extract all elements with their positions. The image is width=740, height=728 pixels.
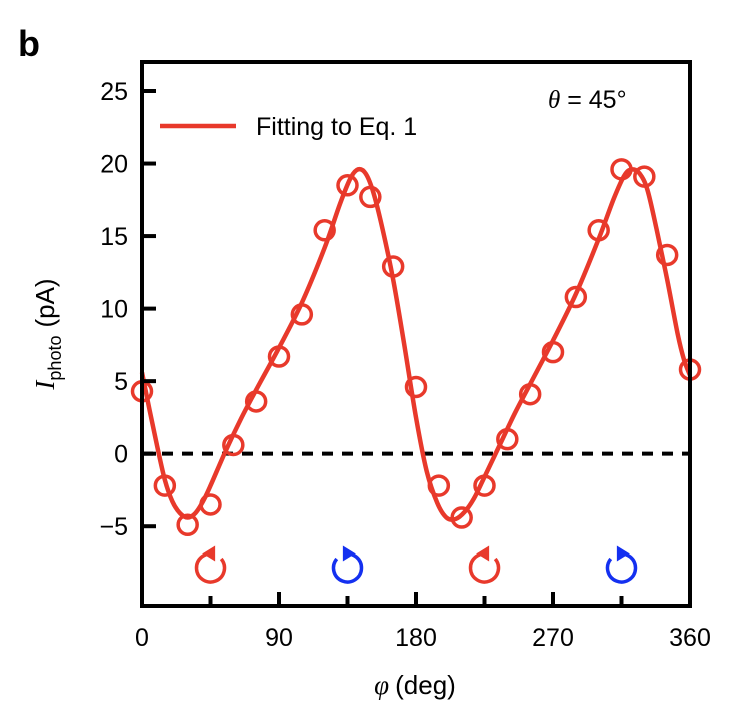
data-point <box>404 375 428 399</box>
data-point <box>199 493 222 516</box>
panel-label: b <box>18 23 40 64</box>
data-point <box>267 345 291 368</box>
legend-label: Fitting to Eq. 1 <box>256 113 417 141</box>
y-tick-label: 5 <box>114 368 128 396</box>
y-tick-label: 20 <box>100 151 128 179</box>
x-tick-label: 360 <box>669 624 711 652</box>
x-tick-label: 180 <box>395 624 437 652</box>
data-point <box>633 165 656 188</box>
fit-curve <box>139 166 693 522</box>
data-point <box>655 243 679 267</box>
data-point <box>222 433 245 457</box>
annotation-text: = 45° <box>560 86 626 114</box>
y-tick-label: 15 <box>100 223 128 251</box>
x-axis-title: φ (deg) <box>374 670 456 700</box>
x-tick-label: 270 <box>532 624 574 652</box>
data-point <box>153 474 177 497</box>
data-point <box>176 513 199 537</box>
y-axis-title: Iphoto (pA) <box>30 278 65 390</box>
data-point <box>587 219 610 242</box>
data-point <box>518 382 542 406</box>
data-point <box>496 427 519 451</box>
y-tick-label: 0 <box>114 441 128 469</box>
legend: Fitting to Eq. 1 <box>160 113 417 141</box>
y-tick-label: 25 <box>100 78 128 106</box>
data-point <box>359 185 382 209</box>
counterclockwise-arrow-icon <box>468 545 501 584</box>
plot-frame <box>140 60 692 608</box>
data-point <box>427 474 451 497</box>
angle-annotation: θ = 45° <box>548 86 627 114</box>
annotation-symbol: θ <box>548 87 560 114</box>
x-tick-label: 0 <box>135 624 149 652</box>
data-point <box>313 219 336 242</box>
x-axis-symbol: φ <box>374 670 389 700</box>
x-tick-label: 90 <box>265 624 293 652</box>
y-axis-unit: (pA) <box>30 278 60 327</box>
data-point <box>473 474 496 497</box>
data-point <box>450 506 473 529</box>
clockwise-arrow-icon <box>605 545 638 584</box>
data-point <box>244 390 268 413</box>
data-point <box>564 285 588 309</box>
counterclockwise-arrow-icon <box>194 545 227 584</box>
data-point <box>610 158 633 181</box>
y-tick-label: −5 <box>99 513 128 541</box>
data-point <box>290 303 314 326</box>
data-point <box>381 255 405 278</box>
data-point <box>541 340 565 364</box>
y-axis-subscript: photo <box>45 336 65 381</box>
y-tick-label: 10 <box>100 296 128 324</box>
clockwise-arrow-icon <box>331 545 364 584</box>
y-axis-symbol: I <box>30 379 60 391</box>
x-axis-unit: (deg) <box>395 670 456 700</box>
plot-area: 0 90 180 270 360 −5 0 5 10 15 20 25 <box>99 60 711 652</box>
data-point <box>336 174 359 197</box>
